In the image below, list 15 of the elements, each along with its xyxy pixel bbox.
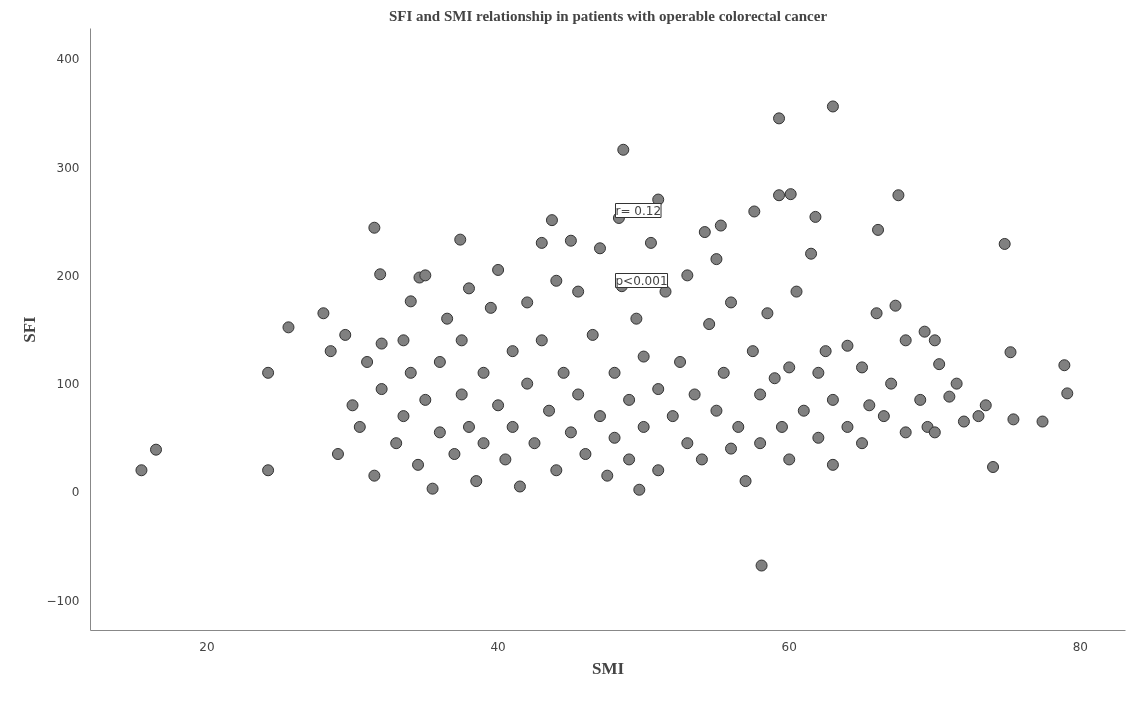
chart-title: SFI and SMI relationship in patients with operable colorectal cancer — [388, 7, 828, 24]
y-tick-label: 100 — [56, 377, 80, 392]
annotation: r= 0.12 — [615, 203, 662, 218]
x-axis-title: SMI — [591, 658, 625, 678]
y-tick-label: 400 — [56, 52, 80, 67]
y-tick-label: 200 — [56, 268, 80, 283]
y-tick-label: −100 — [46, 593, 80, 608]
x-tick-label: 80 — [1072, 639, 1089, 654]
y-axis-title: SFI — [19, 315, 39, 343]
x-tick-label: 40 — [490, 639, 506, 654]
y-tick-label: 0 — [71, 485, 80, 500]
y-tick-label: 300 — [56, 160, 80, 175]
x-tick-label: 60 — [781, 639, 797, 654]
x-tick-label: 20 — [199, 639, 215, 654]
annotation: p<0.001 — [615, 273, 668, 288]
